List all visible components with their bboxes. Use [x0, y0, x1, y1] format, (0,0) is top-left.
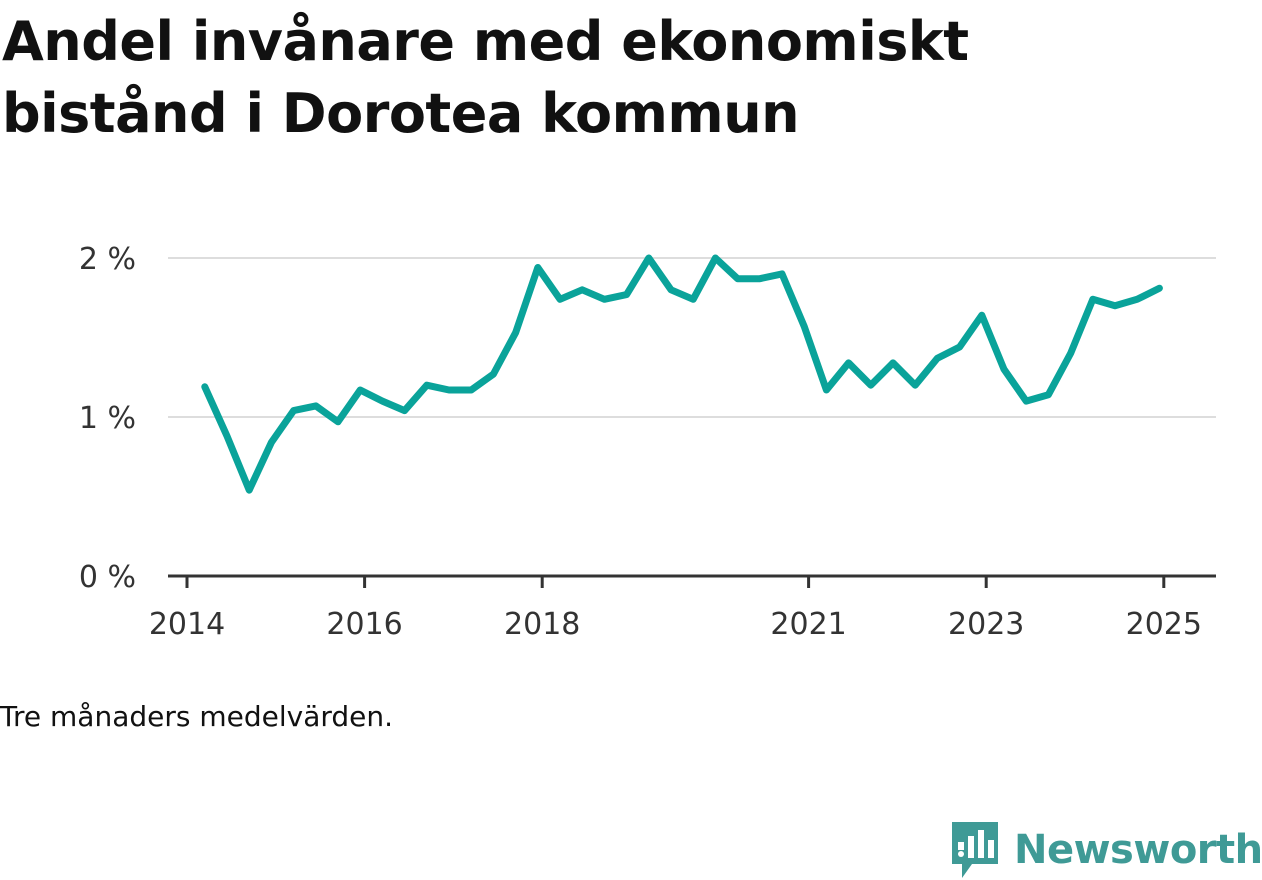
x-tick-label: 2023	[948, 607, 1024, 642]
data-point	[579, 286, 586, 293]
data-point	[1111, 302, 1118, 309]
series-line	[201, 254, 1163, 494]
data-point	[756, 275, 763, 282]
x-axis-ticks: 2014 2016 2018 2021 2023 2025	[149, 576, 1202, 642]
data-point	[423, 382, 430, 389]
data-point	[1023, 398, 1030, 405]
data-point	[556, 296, 563, 303]
data-point	[823, 386, 830, 393]
newsworthy-logo: Newsworthy	[950, 820, 1262, 880]
chart-title: Andel invånare med ekonomiskt bistånd i …	[2, 10, 969, 145]
data-point	[845, 359, 852, 366]
data-point	[867, 382, 874, 389]
data-point	[468, 386, 475, 393]
data-point	[889, 359, 896, 366]
data-point	[1089, 296, 1096, 303]
x-tick-label: 2025	[1126, 607, 1202, 642]
data-point	[801, 323, 808, 330]
data-point	[512, 329, 519, 336]
data-point	[623, 291, 630, 298]
data-point	[246, 487, 253, 494]
data-point	[401, 407, 408, 414]
data-point	[712, 255, 719, 261]
data-point	[268, 439, 275, 446]
data-point	[1045, 391, 1052, 398]
data-points	[201, 255, 1163, 494]
data-point	[1000, 366, 1007, 373]
data-point	[445, 386, 452, 393]
data-point	[1156, 285, 1163, 292]
y-tick-label: 1 %	[79, 401, 136, 436]
x-tick-label: 2016	[326, 607, 402, 642]
chart-note: Tre månaders medelvärden.	[0, 700, 394, 733]
data-point	[1134, 296, 1141, 303]
data-point	[778, 270, 785, 277]
data-point	[734, 275, 741, 282]
x-tick-label: 2021	[770, 607, 846, 642]
data-point	[201, 383, 208, 390]
data-point	[934, 355, 941, 362]
data-point	[223, 433, 230, 440]
data-point	[312, 402, 319, 409]
y-tick-label: 2 %	[79, 242, 136, 277]
data-point	[645, 255, 652, 261]
data-point	[690, 296, 697, 303]
data-point	[912, 382, 919, 389]
newsworthy-logo-icon	[952, 822, 998, 878]
data-point	[290, 407, 297, 414]
data-point	[978, 312, 985, 319]
data-point	[357, 386, 364, 393]
y-axis-tick-labels: 0 % 1 % 2 %	[79, 242, 136, 595]
data-point	[601, 296, 608, 303]
gridlines	[168, 257, 1216, 418]
x-tick-label: 2014	[149, 607, 225, 642]
x-tick-label: 2018	[504, 607, 580, 642]
data-point	[1067, 350, 1074, 357]
line-chart: 0 % 1 % 2 % 2014 2016 2018 2021 2023 2025	[79, 242, 1216, 642]
data-point	[956, 344, 963, 351]
data-point	[334, 418, 341, 425]
data-point	[490, 371, 497, 378]
brand-name: Newsworthy	[1014, 827, 1262, 873]
y-tick-label: 0 %	[79, 560, 136, 595]
data-point	[379, 398, 386, 405]
data-point	[534, 264, 541, 271]
data-point	[667, 286, 674, 293]
